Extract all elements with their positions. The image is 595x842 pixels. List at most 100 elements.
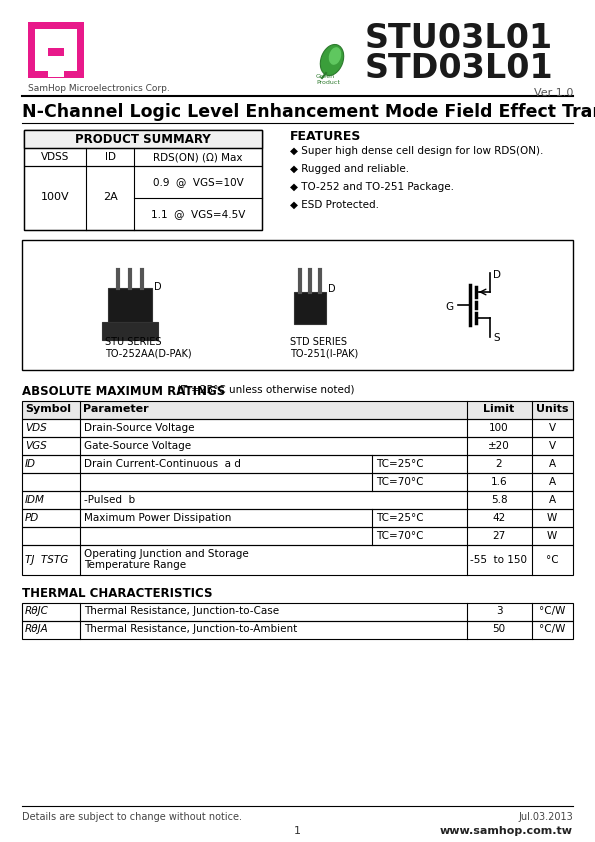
Text: W: W <box>547 531 557 541</box>
Text: Symbol: Symbol <box>25 404 71 414</box>
Bar <box>22 603 573 621</box>
Text: Details are subject to change without notice.: Details are subject to change without no… <box>22 812 242 822</box>
Text: RθJC: RθJC <box>25 606 49 616</box>
Text: D: D <box>493 270 501 280</box>
Text: °C/W: °C/W <box>539 606 565 616</box>
Text: N-Channel Logic Level Enhancement Mode Field Effect Transistor: N-Channel Logic Level Enhancement Mode F… <box>22 103 595 121</box>
Text: Ver 1.0: Ver 1.0 <box>534 88 573 98</box>
Text: ◆ Super high dense cell design for low RDS(ON).: ◆ Super high dense cell design for low R… <box>290 146 543 156</box>
Ellipse shape <box>329 47 342 65</box>
Bar <box>28 22 84 78</box>
Polygon shape <box>102 322 158 340</box>
Bar <box>22 455 573 473</box>
Text: ◆ ESD Protected.: ◆ ESD Protected. <box>290 200 379 210</box>
Text: Drain Current-Continuous  a d: Drain Current-Continuous a d <box>84 459 241 469</box>
Text: 5.8: 5.8 <box>491 495 508 505</box>
Bar <box>22 491 573 509</box>
Bar <box>24 166 262 230</box>
Bar <box>48 56 64 77</box>
Text: ID: ID <box>25 459 36 469</box>
Text: PD: PD <box>25 513 39 523</box>
Text: ABSOLUTE MAXIMUM RATINGS: ABSOLUTE MAXIMUM RATINGS <box>22 385 226 398</box>
Text: A: A <box>549 459 556 469</box>
Text: STD03L01: STD03L01 <box>365 52 553 85</box>
Text: Units: Units <box>536 404 568 414</box>
Text: FEATURES: FEATURES <box>290 130 361 143</box>
Text: Thermal Resistance, Junction-to-Case: Thermal Resistance, Junction-to-Case <box>84 606 279 616</box>
Text: STD SERIES: STD SERIES <box>290 337 347 347</box>
Bar <box>24 148 262 166</box>
Bar <box>22 527 573 545</box>
Text: IDM: IDM <box>25 495 45 505</box>
Text: Maximum Power Dissipation: Maximum Power Dissipation <box>84 513 231 523</box>
Bar <box>24 130 262 148</box>
Bar <box>24 130 262 230</box>
Text: Gate-Source Voltage: Gate-Source Voltage <box>84 441 191 451</box>
Text: SamHop Microelectronics Corp.: SamHop Microelectronics Corp. <box>28 84 170 93</box>
Text: (Tᶜ=25°C unless otherwise noted): (Tᶜ=25°C unless otherwise noted) <box>177 385 355 395</box>
Text: -55  to 150: -55 to 150 <box>471 555 528 565</box>
Ellipse shape <box>320 45 344 76</box>
Text: 27: 27 <box>493 531 506 541</box>
Text: RθJA: RθJA <box>25 624 49 634</box>
Text: S: S <box>493 333 500 343</box>
Text: 2: 2 <box>496 459 502 469</box>
Text: VGS: VGS <box>25 441 47 451</box>
Text: ±20: ±20 <box>488 441 510 451</box>
Bar <box>22 437 573 455</box>
Text: TO-251(I-PAK): TO-251(I-PAK) <box>290 349 358 359</box>
Text: 50: 50 <box>493 624 506 634</box>
Text: A: A <box>549 495 556 505</box>
Text: RDS(ON) (Ω) Max: RDS(ON) (Ω) Max <box>154 152 243 162</box>
Text: PRODUCT SUMMARY: PRODUCT SUMMARY <box>75 133 211 146</box>
Bar <box>22 473 573 491</box>
Text: 1: 1 <box>294 826 301 836</box>
Bar <box>22 419 573 437</box>
Text: -Pulsed  b: -Pulsed b <box>84 495 135 505</box>
Text: 2A: 2A <box>102 192 117 202</box>
Text: www.samhop.com.tw: www.samhop.com.tw <box>440 826 573 836</box>
Text: Thermal Resistance, Junction-to-Ambient: Thermal Resistance, Junction-to-Ambient <box>84 624 298 634</box>
Text: 1.1  @  VGS=4.5V: 1.1 @ VGS=4.5V <box>151 209 245 219</box>
Text: Drain-Source Voltage: Drain-Source Voltage <box>84 423 195 433</box>
Text: ◆ Rugged and reliable.: ◆ Rugged and reliable. <box>290 164 409 174</box>
Text: 3: 3 <box>496 606 502 616</box>
Text: W: W <box>547 513 557 523</box>
Text: D: D <box>154 282 162 292</box>
Text: Operating Junction and Storage: Operating Junction and Storage <box>84 549 249 559</box>
Text: STU SERIES: STU SERIES <box>105 337 161 347</box>
Text: A: A <box>549 477 556 487</box>
Text: TC=25°C: TC=25°C <box>376 459 424 469</box>
Polygon shape <box>294 292 326 324</box>
Bar <box>35 29 48 71</box>
Text: V: V <box>549 441 556 451</box>
Text: G: G <box>445 302 453 312</box>
Text: Limit: Limit <box>483 404 515 414</box>
Text: TO-252AA(D-PAK): TO-252AA(D-PAK) <box>105 349 192 359</box>
Bar <box>22 240 573 370</box>
Bar <box>64 29 77 71</box>
Text: 1.6: 1.6 <box>491 477 508 487</box>
Polygon shape <box>108 288 152 322</box>
Text: ◆ TO-252 and TO-251 Package.: ◆ TO-252 and TO-251 Package. <box>290 182 454 192</box>
Text: 100V: 100V <box>40 192 69 202</box>
Text: VDSS: VDSS <box>41 152 69 162</box>
Text: TC=70°C: TC=70°C <box>376 477 424 487</box>
Text: Green
Product: Green Product <box>316 74 340 85</box>
Text: Jul.03.2013: Jul.03.2013 <box>518 812 573 822</box>
Bar <box>22 509 573 527</box>
Text: 100: 100 <box>489 423 509 433</box>
Bar <box>48 29 64 48</box>
Text: VDS: VDS <box>25 423 47 433</box>
Text: Temperature Range: Temperature Range <box>84 560 186 570</box>
Text: TC=70°C: TC=70°C <box>376 531 424 541</box>
Bar <box>22 545 573 575</box>
Text: TC=25°C: TC=25°C <box>376 513 424 523</box>
Text: Parameter: Parameter <box>83 404 149 414</box>
Text: °C/W: °C/W <box>539 624 565 634</box>
Text: °C: °C <box>546 555 558 565</box>
Text: V: V <box>549 423 556 433</box>
Text: ID: ID <box>105 152 115 162</box>
Text: 42: 42 <box>493 513 506 523</box>
Text: 0.9  @  VGS=10V: 0.9 @ VGS=10V <box>153 177 243 187</box>
